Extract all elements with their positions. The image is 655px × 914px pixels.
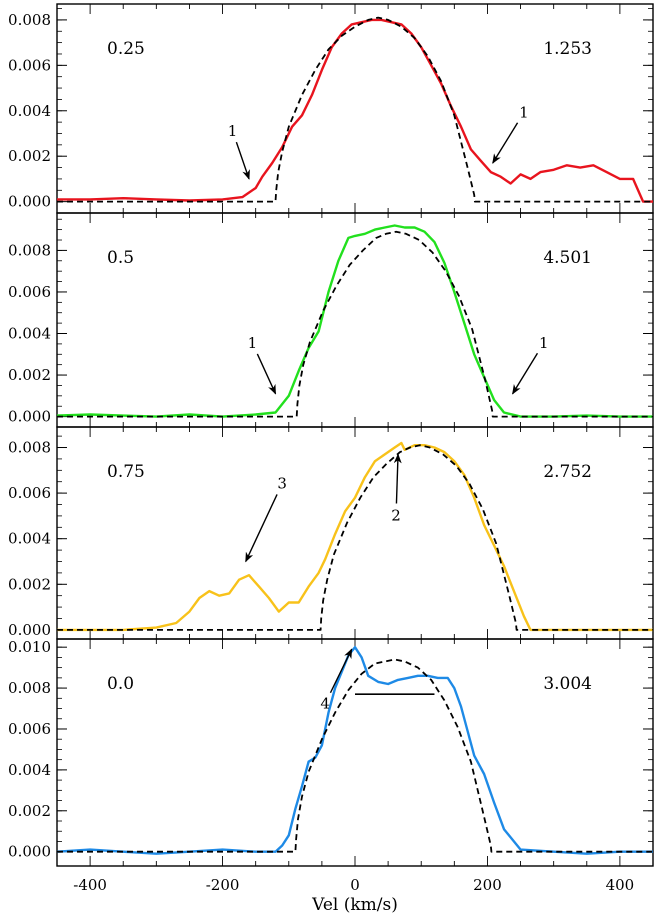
annotation-label: 1	[248, 334, 258, 352]
annotation-label: 2	[391, 506, 401, 524]
phase-label: 0.75	[107, 462, 145, 482]
y-tick-label: 0.004	[8, 530, 51, 548]
y-tick-label: 0.000	[8, 843, 51, 861]
annotation-label: 3	[277, 475, 287, 493]
y-tick-label: 0.000	[8, 621, 51, 639]
annotation-arrow	[235, 141, 250, 180]
y-tick-label: 0.006	[8, 56, 51, 74]
annotation-label: 1	[228, 122, 238, 140]
y-tick-label: 0.000	[8, 193, 51, 211]
y-tick-label: 0.010	[8, 638, 51, 656]
y-tick-label: 0.008	[8, 11, 51, 29]
model-profile-line	[57, 658, 653, 853]
annotation-label: 4	[320, 695, 330, 713]
annotation-arrow	[393, 453, 402, 504]
y-tick-label: 0.006	[8, 720, 51, 738]
y-tick-label: 0.002	[8, 575, 51, 593]
y-tick-label: 0.000	[8, 408, 51, 426]
x-tick-label: 200	[473, 876, 502, 894]
y-tick-label: 0.004	[8, 325, 51, 343]
y-tick-label: 0.006	[8, 283, 51, 301]
value-label: 4.501	[543, 248, 592, 268]
annotation-arrow	[492, 122, 519, 164]
phase-label: 0.0	[107, 674, 134, 694]
model-profile-line	[57, 230, 653, 418]
y-tick-label: 0.008	[8, 679, 51, 697]
y-tick-label: 0.002	[8, 802, 51, 820]
model-profile-line	[57, 16, 653, 203]
annotation-label: 1	[539, 334, 549, 352]
phase-label: 0.5	[107, 248, 134, 268]
x-tick-label: 400	[606, 876, 635, 894]
y-tick-label: 0.004	[8, 761, 51, 779]
y-tick-label: 0.008	[8, 241, 51, 259]
value-label: 2.752	[543, 462, 592, 482]
annotation-arrow	[512, 352, 539, 395]
value-label: 1.253	[543, 39, 592, 59]
panel-frame	[56, 426, 654, 640]
x-tick-label: -400	[73, 876, 107, 894]
panel-4: 0.000 0.002 0.004 0.006 0.008 0.010 4 0.0 3.004	[8, 638, 654, 867]
annotation-arrow	[256, 353, 277, 395]
panel-1: 0.000 0.002 0.004 0.006 0.008 1 1 0.25 1.253	[8, 3, 654, 214]
y-tick-label: 0.002	[8, 366, 51, 384]
annotation-label: 1	[519, 104, 529, 122]
model-profile-line	[57, 444, 653, 631]
panel-3: 0.000 0.002 0.004 0.006 0.008 3 2 0.75 2.752	[8, 426, 654, 640]
x-tick-label: 0	[350, 876, 360, 894]
annotation-arrow	[245, 494, 278, 563]
panel-2: 0.000 0.002 0.004 0.006 0.008 1 1 0.5 4.501	[8, 212, 654, 428]
annotation-arrow	[329, 648, 353, 694]
y-tick-label: 0.004	[8, 102, 51, 120]
phase-label: 0.25	[107, 39, 145, 59]
x-tick-label: -200	[206, 876, 240, 894]
y-tick-label: 0.006	[8, 484, 51, 502]
value-label: 3.004	[543, 674, 592, 694]
x-axis: -400 -200 0 200 400	[73, 876, 634, 894]
panel-frame	[56, 3, 654, 214]
y-tick-label: 0.008	[8, 439, 51, 457]
y-tick-label: 0.002	[8, 147, 51, 165]
observed-profile-line	[56, 224, 653, 418]
x-axis-label: Vel (km/s)	[311, 895, 398, 914]
observed-profile-line	[57, 18, 653, 203]
panel-frame	[56, 212, 654, 428]
